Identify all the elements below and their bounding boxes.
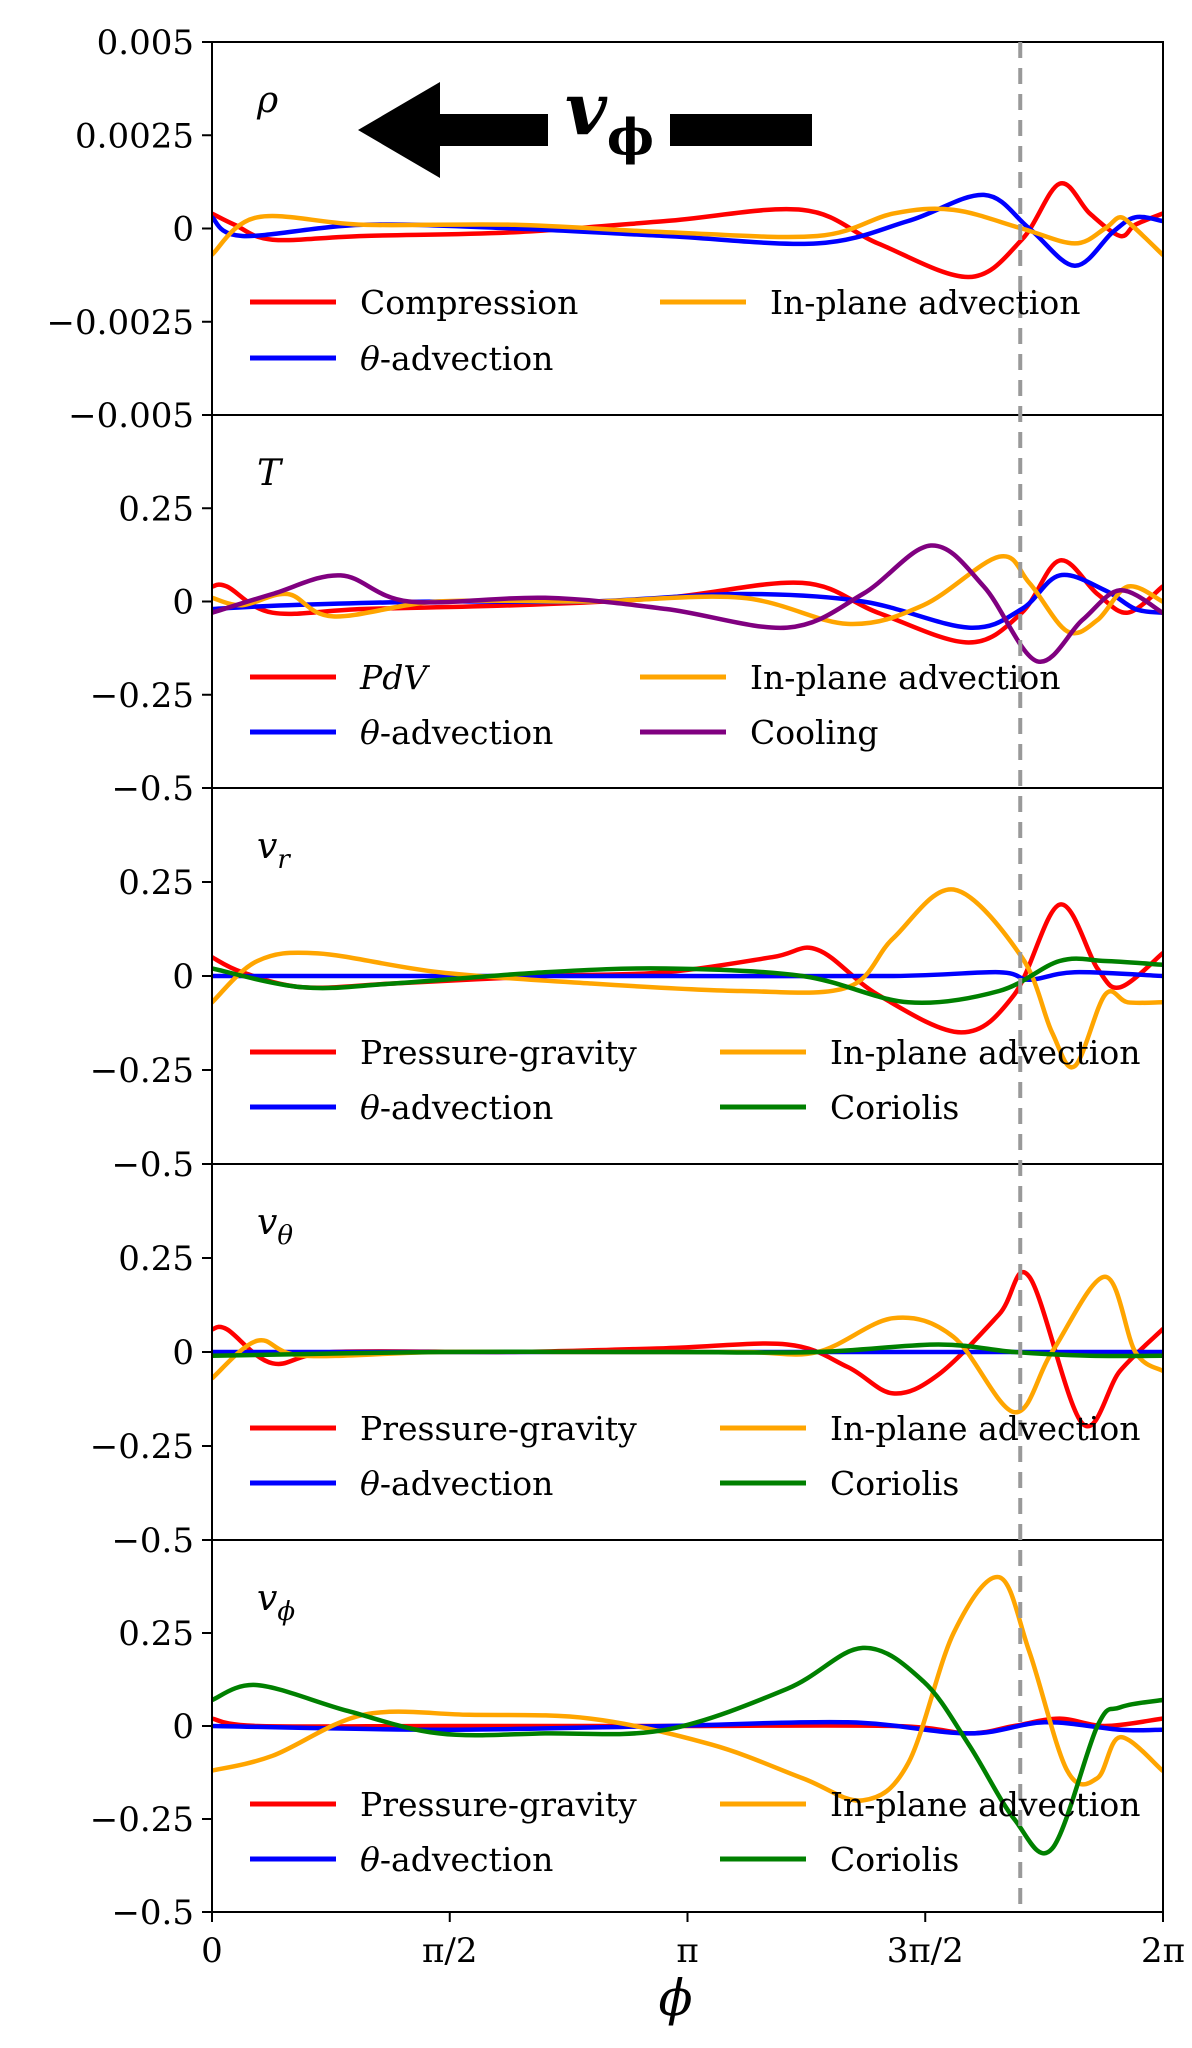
velocity-direction-annotation: vϕ — [358, 66, 812, 178]
y-tick-label: −0.5 — [111, 1893, 194, 1933]
ticks-layer: 0.005 0.0025 0 −0.0025 −0.005 ρ 0.25 0 −0.25 −0.5… — [47, 23, 1185, 2027]
panel-v-theta-curves — [212, 1269, 1163, 1429]
series-line-v-theta-coriolis — [212, 1342, 1163, 1359]
legend-label: Coriolis — [830, 1840, 959, 1879]
x-tick-label: π — [676, 1931, 698, 1971]
series-line-v-r-in-plane-advection — [212, 887, 1163, 1070]
legend-label: In-plane advection — [830, 1033, 1140, 1072]
series-line-v-phi-pressure-gravity — [212, 1716, 1163, 1736]
y-tick-label: −0.0025 — [47, 303, 194, 343]
annotation-layer: vϕ — [358, 66, 812, 178]
legend-label: Pressure-gravity — [360, 1033, 637, 1072]
legend-entry-v-theta-in-plane-advection: In-plane advection — [720, 1409, 1140, 1448]
legend-label: θ-advection — [360, 1464, 553, 1503]
legend-label: Pressure-gravity — [360, 1785, 637, 1824]
legend-label: θ-advection — [360, 339, 553, 378]
left-arrow-icon — [358, 82, 548, 178]
y-tick-label: 0.0025 — [75, 116, 194, 156]
y-tick-label: −0.5 — [111, 1521, 194, 1561]
y-tick-label: 0.25 — [118, 863, 194, 903]
panel-label-v-r: vr — [257, 826, 291, 875]
legend-entry-v-theta-theta-advection: θ-advection — [250, 1464, 553, 1503]
x-tick-label: 0 — [201, 1931, 223, 1971]
series-line-t-in-plane-advection — [212, 554, 1163, 636]
legend-entry-v-theta-pressure-gravity: Pressure-gravity — [250, 1409, 637, 1448]
series-line-v-phi-in-plane-advection — [212, 1574, 1163, 1803]
y-tick-label: 0.25 — [118, 1239, 194, 1279]
legend-label: Compression — [360, 283, 578, 322]
y-tick-label: 0 — [172, 210, 194, 250]
series-line-v-r-coriolis — [212, 956, 1163, 1006]
legend-label: Coriolis — [830, 1464, 959, 1503]
panel-label-v-theta: vθ — [257, 1202, 293, 1251]
y-tick-label: −0.25 — [90, 1800, 194, 1840]
legend-entry-t-theta-advection: θ-advection — [250, 713, 553, 752]
legend-entry-t-cooling: Cooling — [640, 713, 878, 752]
y-tick-label: 0 — [172, 583, 194, 623]
series-line-v-r-theta-advection — [212, 969, 1163, 983]
series-line-v-phi-coriolis — [212, 1645, 1163, 1856]
y-tick-label: 0 — [172, 1333, 194, 1373]
legend-label: Cooling — [750, 713, 878, 752]
legend-label: θ-advection — [360, 1088, 553, 1127]
series-line-rho-in-plane-advection — [212, 206, 1163, 257]
y-tick-label: −0.5 — [111, 1145, 194, 1185]
curves-layer — [212, 181, 1163, 1856]
legend-entry-rho-theta-advection: θ-advection — [250, 339, 553, 378]
legend-entry-v-phi-pressure-gravity: Pressure-gravity — [250, 1785, 637, 1824]
legend-label: θ-advection — [360, 713, 553, 752]
y-tick-label: −0.25 — [90, 1427, 194, 1467]
panel-label-t: T — [257, 453, 284, 494]
series-line-v-phi-theta-advection — [212, 1719, 1163, 1736]
legend-entry-t-pdv: PdV — [250, 658, 430, 697]
panel-v-phi-curves — [212, 1574, 1163, 1856]
panel-label-v-phi: vϕ — [257, 1578, 295, 1627]
legend-entry-v-r-in-plane-advection: In-plane advection — [720, 1033, 1140, 1072]
y-tick-label: −0.25 — [90, 676, 194, 716]
legend-label: In-plane advection — [750, 658, 1060, 697]
x-tick-label: π/2 — [422, 1931, 477, 1971]
y-tick-label: −0.005 — [68, 396, 194, 436]
legend-label: θ-advection — [360, 1840, 553, 1879]
legend-entry-v-phi-theta-advection: θ-advection — [250, 1840, 553, 1879]
legend-entry-v-r-coriolis: Coriolis — [720, 1088, 959, 1127]
legend-entry-v-phi-in-plane-advection: In-plane advection — [720, 1785, 1140, 1824]
legend-entry-v-theta-coriolis: Coriolis — [720, 1464, 959, 1503]
y-tick-label: −0.5 — [111, 769, 194, 809]
legend-label: In-plane advection — [830, 1409, 1140, 1448]
panel-label-rho: ρ — [256, 80, 278, 121]
legend-entry-v-r-pressure-gravity: Pressure-gravity — [250, 1033, 637, 1072]
x-axis-label: ϕ — [658, 1969, 692, 2027]
series-line-t-cooling — [212, 543, 1163, 664]
legend-label: In-plane advection — [830, 1785, 1140, 1824]
legend-label: Coriolis — [830, 1088, 959, 1127]
y-tick-label: 0 — [172, 957, 194, 997]
y-tick-label: 0.25 — [118, 1614, 194, 1654]
panel-rho-curves — [212, 181, 1163, 280]
legend-label: In-plane advection — [770, 283, 1080, 322]
y-tick-label: −0.25 — [90, 1051, 194, 1091]
panel-t-curves — [212, 543, 1163, 664]
legend-entry-t-in-plane-advection: In-plane advection — [640, 658, 1060, 697]
velocity-phi-label: vϕ — [565, 66, 654, 166]
panel-v-r-curves — [212, 887, 1163, 1070]
legend-label: Pressure-gravity — [360, 1409, 637, 1448]
legend-entry-v-phi-coriolis: Coriolis — [720, 1840, 959, 1879]
x-tick-label: 2π — [1141, 1931, 1185, 1971]
y-tick-label: 0.25 — [118, 489, 194, 529]
arrow-tail-bar — [670, 114, 812, 146]
series-line-t-pdv — [212, 558, 1163, 645]
legend-entry-rho-in-plane-advection: In-plane advection — [660, 283, 1080, 322]
x-tick-label: 3π/2 — [887, 1931, 964, 1971]
legend-entry-rho-compression: Compression — [250, 283, 578, 322]
y-tick-label: 0 — [172, 1707, 194, 1747]
legend-entry-v-r-theta-advection: θ-advection — [250, 1088, 553, 1127]
series-line-rho-compression — [212, 181, 1163, 280]
y-tick-label: 0.005 — [97, 23, 194, 63]
legend-label: PdV — [359, 658, 430, 697]
legends-layer: Compression In-plane advection θ-advection… — [250, 283, 1140, 1879]
